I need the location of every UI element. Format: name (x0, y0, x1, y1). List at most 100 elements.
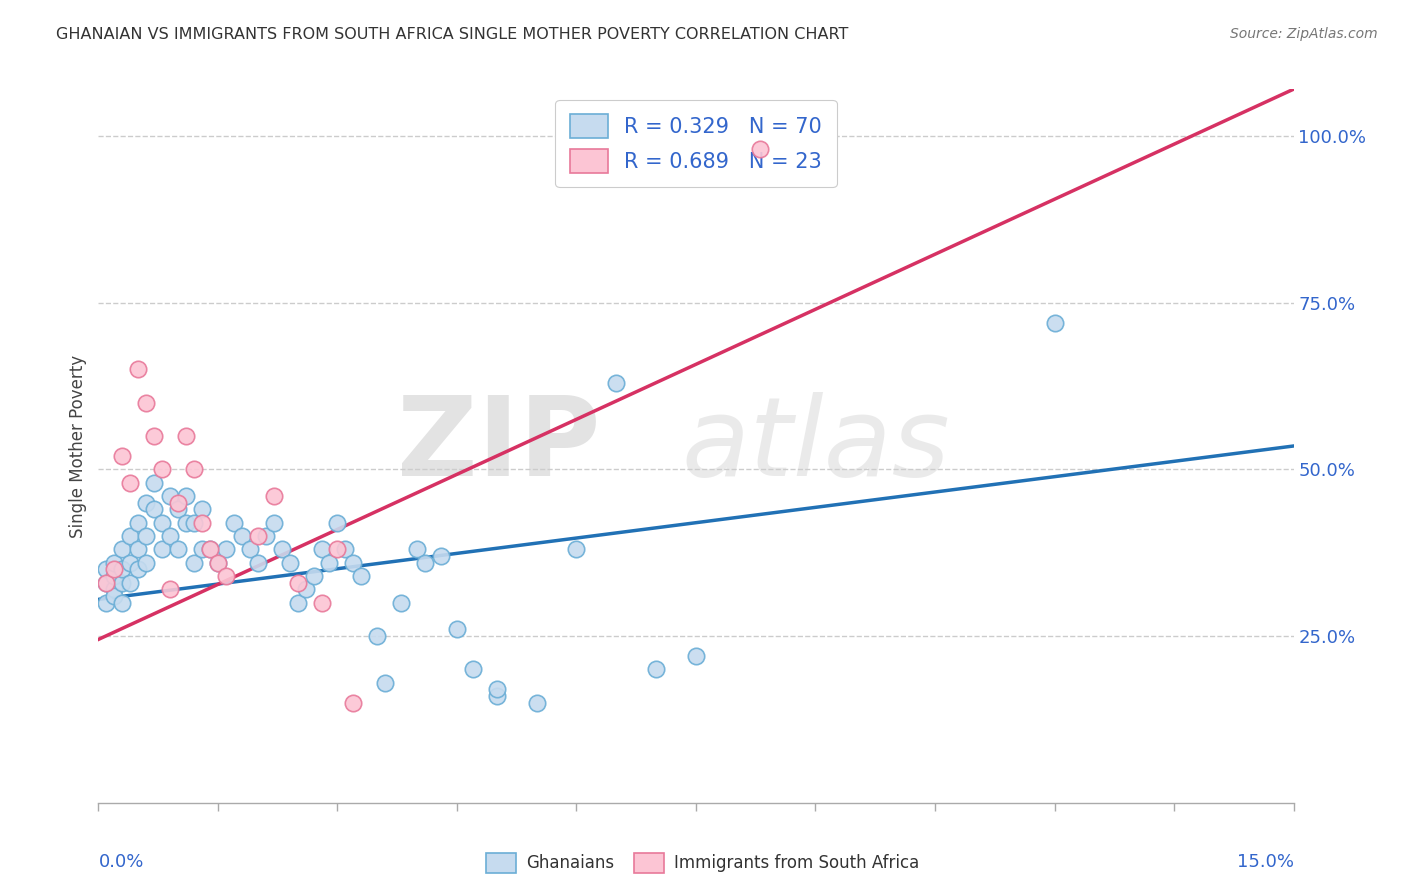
Point (135, 529, 157, 543)
Point (270, 542, 292, 557)
Point (485, 689, 508, 703)
Point (326, 516, 349, 530)
Point (198, 542, 221, 557)
Point (302, 569, 325, 583)
Point (183, 516, 205, 530)
Point (174, 489, 197, 503)
Point (120, 556, 142, 570)
Point (318, 556, 340, 570)
Point (103, 556, 125, 570)
Point (326, 542, 349, 557)
Point (350, 569, 373, 583)
Point (222, 516, 245, 530)
Point (231, 529, 253, 543)
Point (111, 449, 134, 463)
Point (143, 475, 166, 490)
Point (167, 502, 190, 516)
Point (246, 529, 269, 543)
Point (103, 589, 125, 603)
Point (191, 542, 214, 557)
Point (246, 556, 269, 570)
Point (135, 395, 157, 409)
Point (159, 489, 181, 503)
Point (207, 556, 229, 570)
Point (120, 529, 142, 543)
Point (287, 596, 309, 610)
Point (135, 496, 157, 510)
Point (215, 569, 238, 583)
Point (430, 549, 453, 563)
Point (254, 529, 277, 543)
Point (342, 556, 364, 570)
Point (294, 582, 316, 597)
Point (311, 596, 333, 610)
Point (239, 542, 262, 557)
Point (150, 542, 173, 557)
Point (685, 649, 707, 664)
Point (96, 596, 118, 610)
Point (111, 562, 134, 576)
Point (143, 429, 166, 443)
Point (96, 575, 118, 590)
Point (446, 623, 468, 637)
Point (366, 629, 388, 643)
Point (174, 516, 197, 530)
Text: Source: ZipAtlas.com: Source: ZipAtlas.com (1230, 27, 1378, 41)
Text: GHANAIAN VS IMMIGRANTS FROM SOUTH AFRICA SINGLE MOTHER POVERTY CORRELATION CHART: GHANAIAN VS IMMIGRANTS FROM SOUTH AFRICA… (56, 27, 849, 42)
Point (335, 542, 357, 557)
Point (174, 429, 197, 443)
Point (207, 556, 229, 570)
Legend: R = 0.329   N = 70, R = 0.689   N = 23: R = 0.329 N = 70, R = 0.689 N = 23 (555, 100, 837, 187)
Point (127, 562, 149, 576)
Point (127, 362, 149, 376)
Point (120, 575, 142, 590)
Point (342, 696, 364, 710)
Point (111, 575, 134, 590)
Point (389, 596, 412, 610)
Text: 15.0%: 15.0% (1236, 853, 1294, 871)
Y-axis label: Single Mother Poverty: Single Mother Poverty (69, 354, 87, 538)
Point (748, 142, 770, 156)
Point (103, 582, 125, 597)
Legend: Ghanaians, Immigrants from South Africa: Ghanaians, Immigrants from South Africa (479, 847, 927, 880)
Point (526, 696, 548, 710)
Point (605, 376, 627, 390)
Point (167, 496, 190, 510)
Point (311, 542, 333, 557)
Point (485, 682, 508, 697)
Point (287, 575, 309, 590)
Point (374, 675, 396, 690)
Point (183, 556, 205, 570)
Point (413, 556, 436, 570)
Point (96, 575, 118, 590)
Point (103, 569, 125, 583)
Point (183, 462, 205, 476)
Point (406, 542, 429, 557)
Point (150, 462, 173, 476)
Point (150, 516, 173, 530)
Point (111, 596, 134, 610)
Point (103, 562, 125, 576)
Point (127, 516, 149, 530)
Point (278, 556, 301, 570)
Text: atlas: atlas (681, 392, 950, 500)
Point (263, 489, 285, 503)
Text: 0.0%: 0.0% (98, 853, 143, 871)
Point (135, 556, 157, 570)
Point (127, 542, 149, 557)
Text: ZIP: ZIP (396, 392, 600, 500)
Point (198, 542, 221, 557)
Point (120, 475, 142, 490)
Point (96, 562, 118, 576)
Point (167, 542, 190, 557)
Point (461, 662, 484, 676)
Point (215, 542, 238, 557)
Point (565, 542, 588, 557)
Point (1043, 316, 1066, 330)
Point (645, 662, 668, 676)
Point (143, 502, 166, 516)
Point (111, 542, 134, 557)
Point (159, 582, 181, 597)
Point (263, 516, 285, 530)
Point (191, 502, 214, 516)
